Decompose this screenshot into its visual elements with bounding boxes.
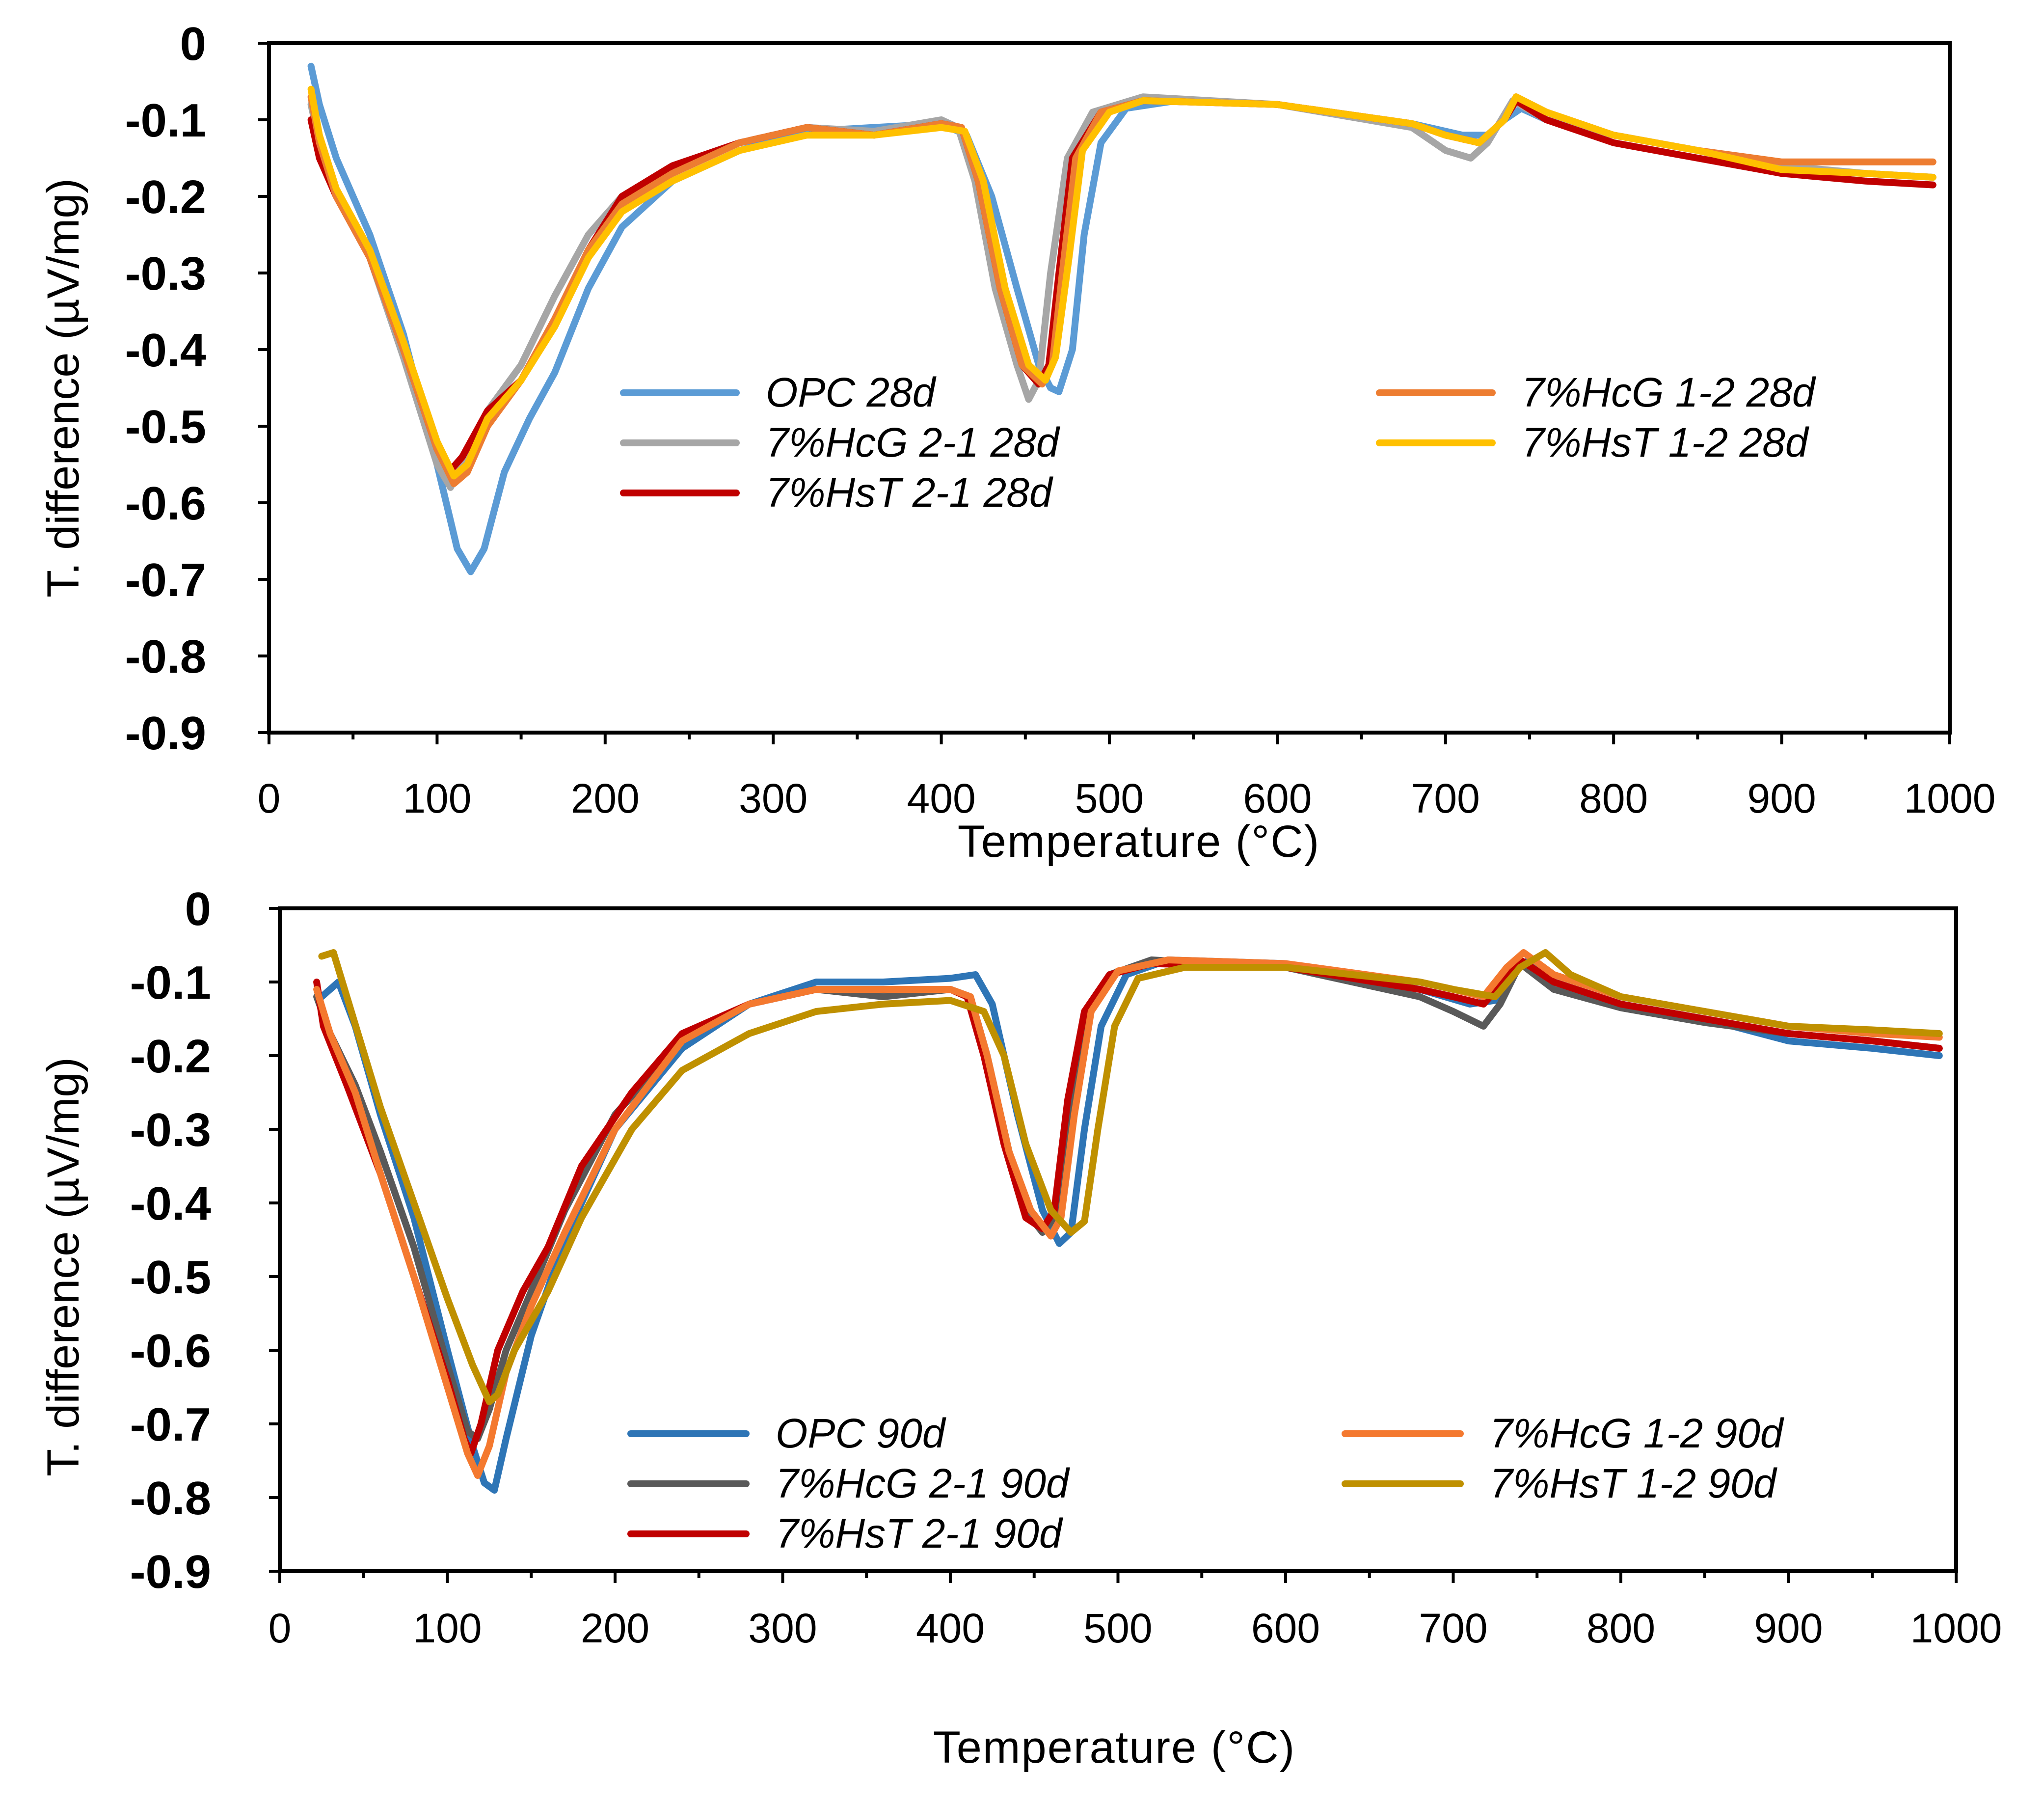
y-tick-label: -0.9 bbox=[130, 1546, 211, 1598]
y-tick-label: -0.7 bbox=[125, 554, 206, 606]
x-tick-label: 0 bbox=[269, 1605, 292, 1651]
y-tick-label: -0.8 bbox=[125, 630, 206, 683]
y-tick-label: -0.1 bbox=[130, 956, 211, 1009]
y-tick-label: -0.1 bbox=[125, 94, 206, 147]
x-tick-label: 400 bbox=[916, 1605, 985, 1651]
x-tick-label: 600 bbox=[1251, 1605, 1320, 1651]
x-tick-label: 500 bbox=[1075, 775, 1144, 821]
axis-ticks: 0 -0.1 -0.2 -0.3 -0.4 -0.5 -0.6 -0.7 -0.8 -0.9 0 10… bbox=[130, 883, 2002, 1651]
y-axis-label: T. difference (µV/mg) bbox=[38, 1057, 88, 1476]
x-tick-label: 700 bbox=[1411, 775, 1480, 821]
x-tick-label: 100 bbox=[403, 775, 471, 821]
legend-label: OPC 90d bbox=[776, 1410, 946, 1456]
y-axis-label: T. difference (µV/mg) bbox=[38, 178, 88, 598]
y-tick-label: -0.7 bbox=[130, 1398, 211, 1451]
series-line-7-hst-2-1-90d bbox=[313, 956, 1943, 1457]
y-tick-label: 0 bbox=[185, 883, 211, 935]
x-tick-label: 200 bbox=[581, 1605, 649, 1651]
x-tick-label: 600 bbox=[1243, 775, 1312, 821]
legend-label: 7%HcG 2-1 90d bbox=[776, 1460, 1070, 1506]
x-tick-label: 800 bbox=[1579, 775, 1648, 821]
y-tick-label: -0.3 bbox=[130, 1104, 211, 1156]
y-tick-label: -0.4 bbox=[130, 1177, 211, 1230]
x-tick-label: 200 bbox=[571, 775, 640, 821]
series-lines bbox=[307, 62, 1936, 575]
y-tick-label: -0.3 bbox=[125, 247, 206, 300]
series-line-7-hcg-1-2-90d bbox=[313, 949, 1943, 1479]
legend-label: OPC 28d bbox=[766, 369, 937, 415]
series-line-7-hst-2-1-28d bbox=[307, 97, 1936, 476]
x-tick-label: 1000 bbox=[1904, 775, 1996, 821]
legend-label: 7%HcG 1-2 90d bbox=[1490, 1410, 1784, 1456]
y-tick-label: -0.5 bbox=[130, 1251, 211, 1304]
x-tick-label: 500 bbox=[1083, 1605, 1152, 1651]
x-axis-label: Temperature (°C) bbox=[933, 1722, 1296, 1773]
legend-label: 7%HcG 1-2 28d bbox=[1522, 369, 1816, 415]
x-tick-label: 100 bbox=[413, 1605, 482, 1651]
legend-label: 7%HsT 1-2 28d bbox=[1522, 419, 1809, 465]
chart-panel-28d: 0 -0.1 -0.2 -0.3 -0.4 -0.5 -0.6 -0.7 -0.8 -0.9 0 10… bbox=[38, 18, 1995, 867]
x-axis-label: Temperature (°C) bbox=[958, 817, 1320, 867]
x-tick-label: 900 bbox=[1748, 775, 1816, 821]
x-tick-label: 900 bbox=[1754, 1605, 1823, 1651]
y-tick-label: -0.6 bbox=[125, 477, 206, 530]
y-tick-label: -0.2 bbox=[130, 1030, 211, 1083]
x-tick-label: 400 bbox=[907, 775, 976, 821]
series-line-7-hst-1-2-28d bbox=[307, 85, 1936, 480]
series-line-7-hcg-2-1-90d bbox=[313, 956, 1943, 1442]
y-tick-label: -0.6 bbox=[130, 1325, 211, 1377]
y-tick-label: -0.4 bbox=[125, 324, 206, 377]
y-tick-label: -0.5 bbox=[125, 401, 206, 453]
x-tick-label: 0 bbox=[258, 775, 281, 821]
x-tick-label: 700 bbox=[1419, 1605, 1487, 1651]
x-tick-label: 1000 bbox=[1910, 1605, 2002, 1651]
x-tick-label: 300 bbox=[739, 775, 807, 821]
legend-label: 7%HcG 2-1 28d bbox=[766, 419, 1060, 465]
legend-label: 7%HsT 2-1 28d bbox=[766, 469, 1053, 516]
y-tick-label: -0.9 bbox=[125, 707, 206, 760]
x-tick-label: 300 bbox=[748, 1605, 817, 1651]
series-lines bbox=[313, 949, 1943, 1494]
y-tick-label: -0.8 bbox=[130, 1472, 211, 1525]
legend-label: 7%HsT 1-2 90d bbox=[1490, 1460, 1777, 1506]
axis-ticks: 0 -0.1 -0.2 -0.3 -0.4 -0.5 -0.6 -0.7 -0.8 -0.9 0 10… bbox=[125, 18, 1996, 821]
y-tick-label: -0.2 bbox=[125, 171, 206, 223]
chart-panel-90d: 0 -0.1 -0.2 -0.3 -0.4 -0.5 -0.6 -0.7 -0.8 -0.9 0 10… bbox=[38, 883, 2002, 1773]
y-tick-label: 0 bbox=[180, 18, 206, 70]
legend-label: 7%HsT 2-1 90d bbox=[776, 1510, 1063, 1556]
x-tick-label: 800 bbox=[1587, 1605, 1655, 1651]
series-line-7-hst-1-2-90d bbox=[318, 949, 1943, 1405]
